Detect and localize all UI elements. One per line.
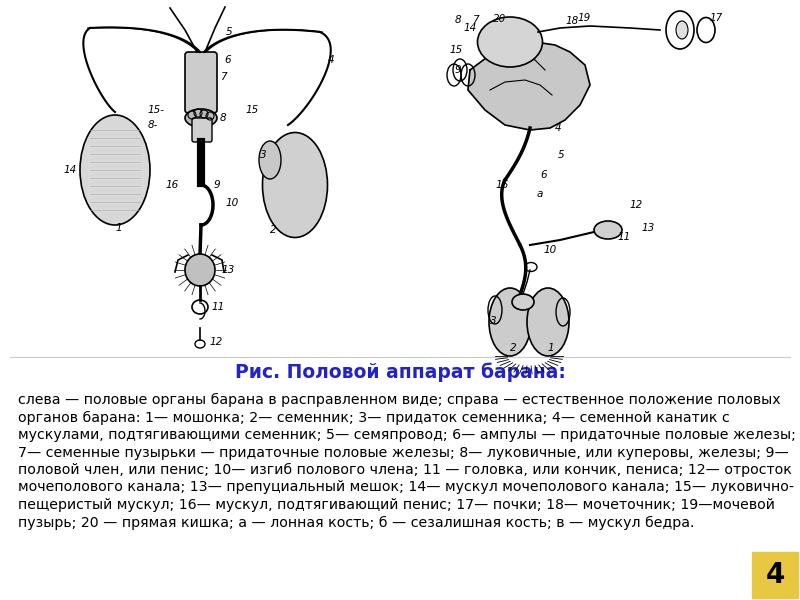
Text: органов барана: 1— мошонка; 2— семенник; 3— придаток семенника; 4— семенной кана: органов барана: 1— мошонка; 2— семенник;…	[18, 410, 730, 425]
Text: 16: 16	[165, 180, 178, 190]
Text: 3: 3	[490, 316, 497, 326]
Ellipse shape	[489, 288, 531, 356]
Text: 7: 7	[472, 15, 478, 25]
Text: 4: 4	[328, 55, 334, 65]
Text: пещеристый мускул; 16— мускул, подтягивающий пенис; 17— почки; 18— мочеточник; 1: пещеристый мускул; 16— мускул, подтягива…	[18, 498, 775, 512]
Bar	[752, 552, 798, 598]
Text: 17: 17	[710, 13, 723, 23]
Ellipse shape	[259, 141, 281, 179]
Text: 8-: 8-	[148, 120, 158, 130]
Ellipse shape	[594, 221, 622, 239]
Text: 2: 2	[270, 225, 277, 235]
Text: 20: 20	[493, 14, 506, 24]
Text: 12: 12	[210, 337, 223, 347]
Ellipse shape	[262, 133, 327, 238]
Text: 16: 16	[495, 180, 508, 190]
Text: 1: 1	[548, 343, 554, 353]
Text: 8: 8	[220, 113, 226, 123]
Text: 10: 10	[543, 245, 556, 255]
Text: 6: 6	[224, 55, 230, 65]
Text: a: a	[537, 189, 543, 199]
Text: 1: 1	[115, 223, 122, 233]
Text: 10: 10	[225, 198, 238, 208]
Text: 18: 18	[565, 16, 578, 26]
Text: 4: 4	[766, 561, 785, 589]
Text: мочеполового канала; 13— препуциальный мешок; 14— мускул мочеполового канала; 15: мочеполового канала; 13— препуциальный м…	[18, 481, 794, 494]
Text: 14: 14	[463, 23, 476, 33]
Text: 15: 15	[450, 45, 463, 55]
Text: 13: 13	[222, 265, 235, 275]
Ellipse shape	[80, 115, 150, 225]
Text: слева — половые органы барана в расправленном виде; справа — естественное положе: слева — половые органы барана в расправл…	[18, 393, 781, 407]
FancyBboxPatch shape	[192, 118, 212, 142]
Text: 5: 5	[558, 150, 565, 160]
Ellipse shape	[527, 288, 569, 356]
Text: 8: 8	[455, 15, 462, 25]
Ellipse shape	[478, 17, 542, 67]
Text: 3: 3	[260, 150, 266, 160]
Ellipse shape	[512, 294, 534, 310]
Text: 11: 11	[212, 302, 226, 312]
Text: Рис. Половой аппарат барана:: Рис. Половой аппарат барана:	[234, 362, 566, 382]
Text: 19: 19	[578, 13, 591, 23]
Text: половой член, или пенис; 10— изгиб полового члена; 11 — головка, или кончик, пен: половой член, или пенис; 10— изгиб полов…	[18, 463, 792, 477]
Text: 15: 15	[246, 105, 259, 115]
Ellipse shape	[185, 254, 215, 286]
Text: 7: 7	[220, 72, 226, 82]
Text: 2: 2	[510, 343, 517, 353]
Text: пузырь; 20 — прямая кишка; а — лонная кость; б — сезалишная кость; в — мускул бе: пузырь; 20 — прямая кишка; а — лонная ко…	[18, 515, 694, 530]
Text: 7— семенные пузырьки — придаточные половые железы; 8— луковичные, или куперовы, : 7— семенные пузырьки — придаточные полов…	[18, 445, 789, 460]
Text: 14: 14	[63, 165, 76, 175]
Text: 13: 13	[641, 223, 654, 233]
Text: 9: 9	[455, 65, 462, 75]
Text: 12: 12	[630, 200, 643, 210]
Polygon shape	[468, 42, 590, 130]
FancyBboxPatch shape	[185, 52, 217, 113]
Ellipse shape	[185, 109, 217, 127]
Text: 4: 4	[555, 123, 562, 133]
Text: 5: 5	[226, 27, 233, 37]
Text: 6: 6	[540, 170, 546, 180]
Text: мускулами, подтягивающими семенник; 5— семяпровод; 6— ампулы — придаточные полов: мускулами, подтягивающими семенник; 5— с…	[18, 428, 796, 442]
Text: 9: 9	[214, 180, 221, 190]
Text: 15-: 15-	[147, 105, 164, 115]
Ellipse shape	[676, 21, 688, 39]
Text: 11: 11	[618, 232, 631, 242]
